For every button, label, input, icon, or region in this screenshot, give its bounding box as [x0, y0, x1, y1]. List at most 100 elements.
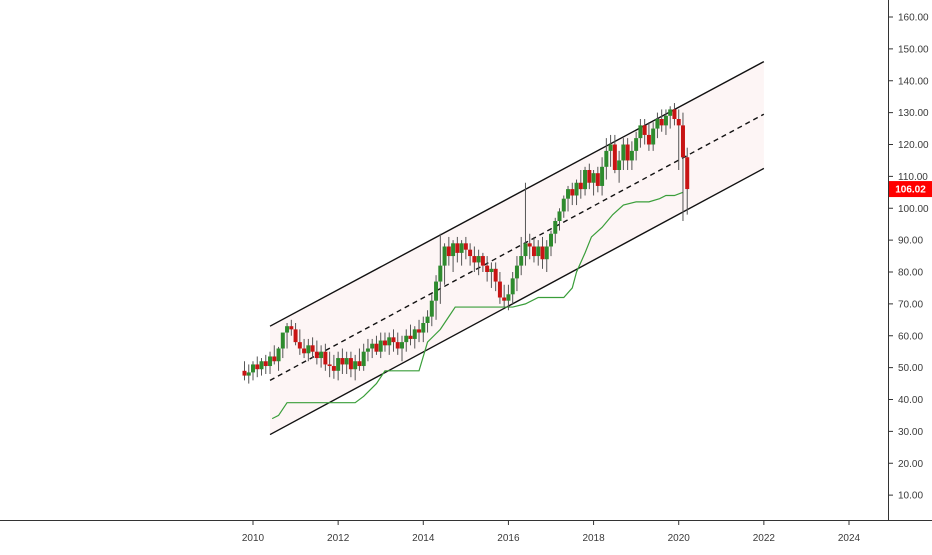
candle[interactable] — [557, 208, 562, 231]
candle[interactable] — [357, 348, 362, 371]
candle[interactable] — [485, 256, 490, 282]
candle[interactable] — [612, 134, 617, 174]
candle[interactable] — [446, 236, 451, 266]
candle[interactable] — [246, 364, 251, 384]
candle[interactable] — [621, 138, 626, 170]
candle[interactable] — [306, 338, 311, 362]
candle[interactable] — [263, 354, 268, 374]
candle[interactable] — [595, 166, 600, 193]
candle[interactable] — [617, 150, 622, 183]
candle[interactable] — [476, 249, 481, 276]
candle[interactable] — [314, 340, 319, 365]
candle[interactable] — [404, 329, 409, 352]
candle[interactable] — [578, 170, 583, 199]
candle[interactable] — [642, 119, 647, 145]
candle[interactable] — [302, 338, 307, 359]
candle[interactable] — [527, 233, 532, 260]
candle[interactable] — [276, 346, 281, 371]
candle[interactable] — [676, 109, 681, 170]
candle[interactable] — [289, 319, 294, 336]
candle[interactable] — [272, 345, 277, 365]
candle[interactable] — [489, 262, 494, 288]
candle[interactable] — [323, 343, 328, 371]
candle[interactable] — [442, 243, 447, 285]
candle[interactable] — [663, 109, 668, 135]
candle[interactable] — [625, 138, 630, 170]
candle[interactable] — [395, 332, 400, 355]
candle[interactable] — [655, 112, 660, 139]
candle[interactable] — [365, 338, 370, 362]
candle[interactable] — [638, 119, 643, 148]
candle[interactable] — [242, 361, 247, 381]
candle[interactable] — [651, 122, 656, 151]
candle[interactable] — [553, 217, 558, 244]
candle[interactable] — [327, 351, 332, 378]
candle[interactable] — [519, 236, 524, 276]
candle[interactable] — [268, 351, 273, 374]
candle[interactable] — [502, 284, 507, 308]
channel-lower-line[interactable] — [269, 167, 765, 436]
candle[interactable] — [451, 240, 456, 272]
candle[interactable] — [672, 103, 677, 126]
candle[interactable] — [378, 332, 383, 359]
candle[interactable] — [421, 316, 426, 343]
candle[interactable] — [297, 329, 302, 355]
channel-upper-line[interactable] — [269, 61, 765, 327]
candle[interactable] — [668, 106, 673, 129]
candle[interactable] — [540, 236, 545, 269]
candle[interactable] — [391, 329, 396, 352]
candle[interactable] — [566, 185, 571, 212]
candle[interactable] — [472, 246, 477, 273]
candle[interactable] — [680, 112, 685, 221]
candle[interactable] — [310, 337, 315, 359]
candle[interactable] — [604, 138, 609, 180]
candle[interactable] — [429, 294, 434, 327]
candle[interactable] — [319, 345, 324, 368]
candle[interactable] — [408, 324, 413, 346]
candle[interactable] — [285, 323, 290, 349]
candle[interactable] — [587, 163, 592, 190]
candle[interactable] — [685, 147, 690, 215]
candle[interactable] — [336, 351, 341, 381]
candle[interactable] — [531, 236, 536, 263]
candle[interactable] — [536, 240, 541, 266]
candle[interactable] — [434, 275, 439, 320]
candle[interactable] — [425, 310, 430, 333]
candle[interactable] — [493, 262, 498, 292]
candle[interactable] — [468, 243, 473, 266]
candle[interactable] — [480, 252, 485, 272]
candle[interactable] — [497, 272, 502, 304]
candle[interactable] — [370, 338, 375, 359]
candle[interactable] — [561, 195, 566, 218]
candle[interactable] — [523, 182, 528, 266]
candle[interactable] — [634, 131, 639, 161]
candle[interactable] — [629, 141, 634, 170]
candle[interactable] — [455, 236, 460, 263]
candle[interactable] — [340, 348, 345, 375]
candle[interactable] — [353, 354, 358, 381]
candle[interactable] — [361, 343, 366, 371]
candle[interactable] — [659, 109, 664, 132]
candle[interactable] — [331, 354, 336, 379]
candle[interactable] — [574, 179, 579, 206]
candle[interactable] — [646, 122, 651, 151]
candle[interactable] — [251, 361, 255, 381]
candle[interactable] — [510, 272, 515, 304]
candle[interactable] — [417, 319, 422, 343]
candle[interactable] — [412, 326, 417, 349]
candle[interactable] — [348, 351, 353, 378]
candle[interactable] — [344, 351, 349, 374]
candle[interactable] — [463, 236, 468, 260]
candle[interactable] — [583, 166, 588, 196]
candle[interactable] — [514, 256, 519, 292]
candle[interactable] — [387, 332, 392, 355]
candle[interactable] — [374, 335, 379, 355]
candle[interactable] — [293, 323, 298, 346]
trailing-stop-line[interactable] — [271, 191, 684, 420]
candle[interactable] — [382, 332, 387, 352]
candle[interactable] — [255, 356, 260, 378]
candle[interactable] — [570, 182, 575, 206]
candle[interactable] — [259, 358, 264, 376]
